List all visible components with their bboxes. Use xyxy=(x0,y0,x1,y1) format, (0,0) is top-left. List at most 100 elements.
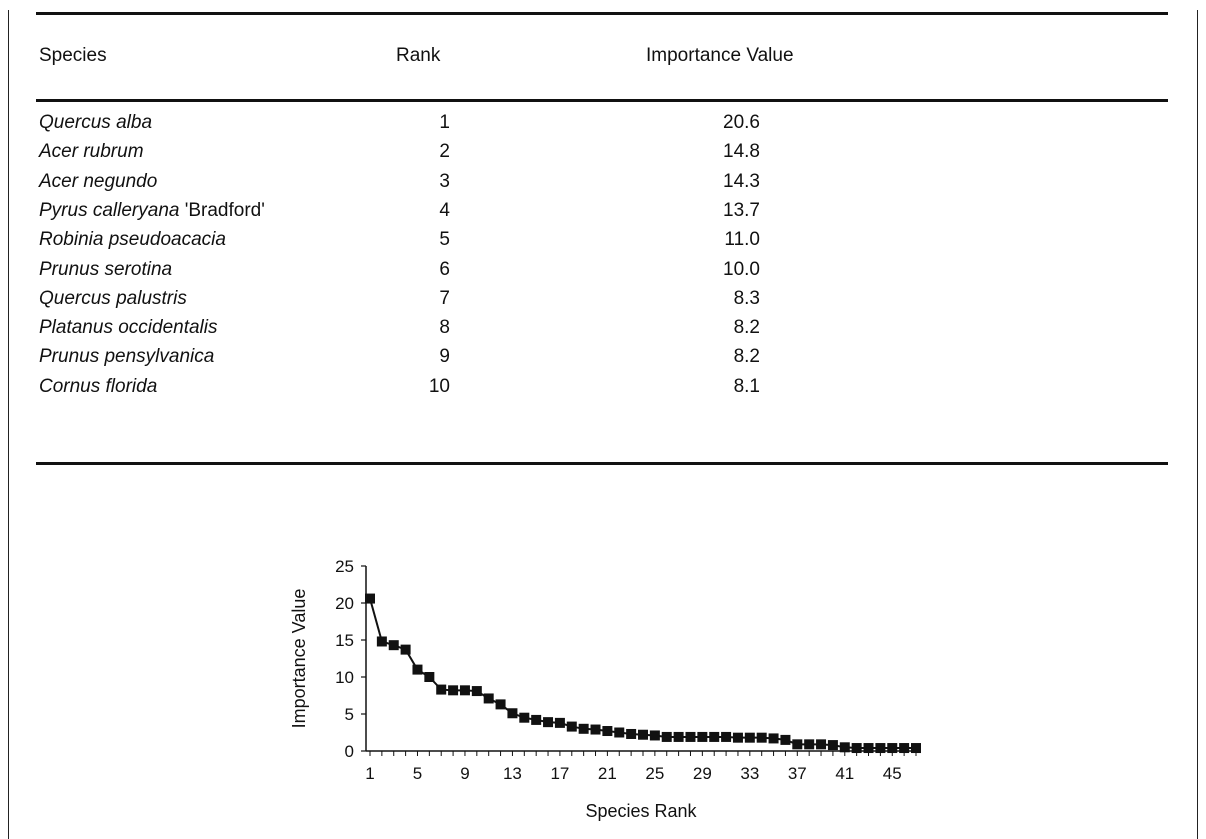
data-point-marker xyxy=(483,693,494,704)
data-point-marker xyxy=(709,731,720,742)
data-point-marker xyxy=(863,743,874,754)
x-tick-label: 25 xyxy=(645,764,664,783)
data-point-marker xyxy=(721,731,732,742)
data-point-marker xyxy=(697,731,708,742)
rank-cell: 3 xyxy=(439,170,450,192)
data-point-marker xyxy=(673,731,684,742)
importance-value-cell: 8.3 xyxy=(733,287,760,309)
species-cell: Prunus pensylvanica xyxy=(39,346,215,368)
importance-value-cell: 8.2 xyxy=(733,346,760,368)
table-row: Acer rubrum 2 14.8 xyxy=(0,141,1206,169)
table-row: Quercus palustris 7 8.3 xyxy=(0,288,1206,316)
y-tick-label: 5 xyxy=(345,705,354,724)
table-header-rule xyxy=(36,99,1168,102)
col-header-rank: Rank xyxy=(396,45,441,66)
x-tick-label: 37 xyxy=(788,764,807,783)
x-tick-label: 13 xyxy=(503,764,522,783)
importance-value-cell: 11.0 xyxy=(724,229,760,251)
data-point-marker xyxy=(614,727,625,738)
importance-value-cell: 8.2 xyxy=(733,317,760,339)
data-point-marker xyxy=(816,739,827,750)
data-point-marker xyxy=(768,733,779,744)
importance-value-cell: 14.8 xyxy=(723,141,760,163)
importance-value-cell: 14.3 xyxy=(723,170,760,192)
species-cell: Prunus serotina xyxy=(39,258,173,280)
data-point-marker xyxy=(543,717,554,728)
species-cell: Quercus palustris xyxy=(39,287,187,309)
data-point-marker xyxy=(412,664,423,675)
data-point-marker xyxy=(376,636,387,647)
x-tick-label: 9 xyxy=(460,764,469,783)
data-point-marker xyxy=(756,732,767,743)
species-cell: Acer negundo xyxy=(39,170,158,192)
data-point-marker xyxy=(744,732,755,743)
table-bottom-rule xyxy=(36,462,1168,465)
data-point-marker xyxy=(436,684,447,695)
importance-value-cell: 8.1 xyxy=(733,375,760,397)
data-point-marker xyxy=(638,729,648,740)
x-tick-label: 33 xyxy=(740,764,759,783)
data-point-marker xyxy=(792,739,803,750)
rank-cell: 7 xyxy=(439,287,450,309)
data-point-marker xyxy=(626,728,637,739)
y-tick-label: 20 xyxy=(335,594,354,613)
rank-cell: 9 xyxy=(439,346,450,368)
table-row: Prunus pensylvanica 9 8.2 xyxy=(0,346,1206,374)
species-cell: Acer rubrum xyxy=(39,141,144,163)
species-cell: Quercus alba xyxy=(39,112,153,133)
data-point-marker xyxy=(649,730,660,741)
data-point-marker xyxy=(471,686,482,697)
rank-cell: 10 xyxy=(428,375,450,397)
rank-cell: 2 xyxy=(439,141,450,163)
species-cell: Robinia pseudoacacia xyxy=(39,229,226,251)
data-point-marker xyxy=(851,743,862,754)
data-point-marker xyxy=(424,672,435,682)
x-tick-label: 21 xyxy=(598,764,617,783)
x-tick-label: 29 xyxy=(693,764,712,783)
x-tick-label: 17 xyxy=(550,764,569,783)
table-top-rule xyxy=(36,12,1168,15)
data-point-marker xyxy=(459,685,470,696)
table-row: Pyrus calleryana 'Bradford' 4 13.7 xyxy=(0,200,1206,228)
data-point-marker xyxy=(602,726,613,737)
data-point-marker xyxy=(448,685,459,696)
rank-cell: 8 xyxy=(439,317,450,339)
data-point-marker xyxy=(507,708,518,719)
data-point-marker xyxy=(780,734,791,745)
species-cell: Cornus florida xyxy=(39,375,158,397)
table-row: Platanus occidentalis 8 8.2 xyxy=(0,317,1206,345)
importance-value-cell: 13.7 xyxy=(723,199,760,221)
x-tick-label: 41 xyxy=(835,764,854,783)
data-point-marker xyxy=(685,731,696,742)
species-cell: Pyrus calleryana 'Bradford' xyxy=(39,199,265,221)
col-header-importance-value: Importance Value xyxy=(646,45,794,66)
table-row: Robinia pseudoacacia 5 11.0 xyxy=(0,229,1206,257)
species-cell: Platanus occidentalis xyxy=(39,317,218,339)
data-point-marker xyxy=(519,712,530,723)
data-point-marker xyxy=(875,743,886,754)
data-point-marker xyxy=(899,743,910,754)
col-header-species: Species xyxy=(39,45,107,66)
data-point-marker xyxy=(661,731,672,742)
figure-frame xyxy=(8,10,1198,839)
table-row: Quercus alba 1 20.6 xyxy=(0,112,1206,140)
rank-cell: 6 xyxy=(439,258,450,280)
data-point-marker xyxy=(804,739,815,750)
rank-cell: 5 xyxy=(439,229,450,251)
data-point-marker xyxy=(400,644,411,655)
y-tick-label: 15 xyxy=(335,631,354,650)
data-point-marker xyxy=(887,743,898,754)
y-axis-label: Importance Value xyxy=(289,589,309,729)
data-point-marker xyxy=(590,724,601,735)
data-point-marker xyxy=(827,740,838,751)
y-tick-label: 10 xyxy=(335,668,354,687)
table-row: Cornus florida 10 8.1 xyxy=(0,376,1206,404)
data-point-marker xyxy=(531,714,542,725)
x-axis-label: Species Rank xyxy=(585,801,697,821)
rank-cell: 1 xyxy=(439,112,450,133)
table-row: Prunus serotina 6 10.0 xyxy=(0,259,1206,287)
data-point-marker xyxy=(732,732,743,743)
data-point-marker xyxy=(365,593,375,604)
table-row: Acer negundo 3 14.3 xyxy=(0,171,1206,199)
